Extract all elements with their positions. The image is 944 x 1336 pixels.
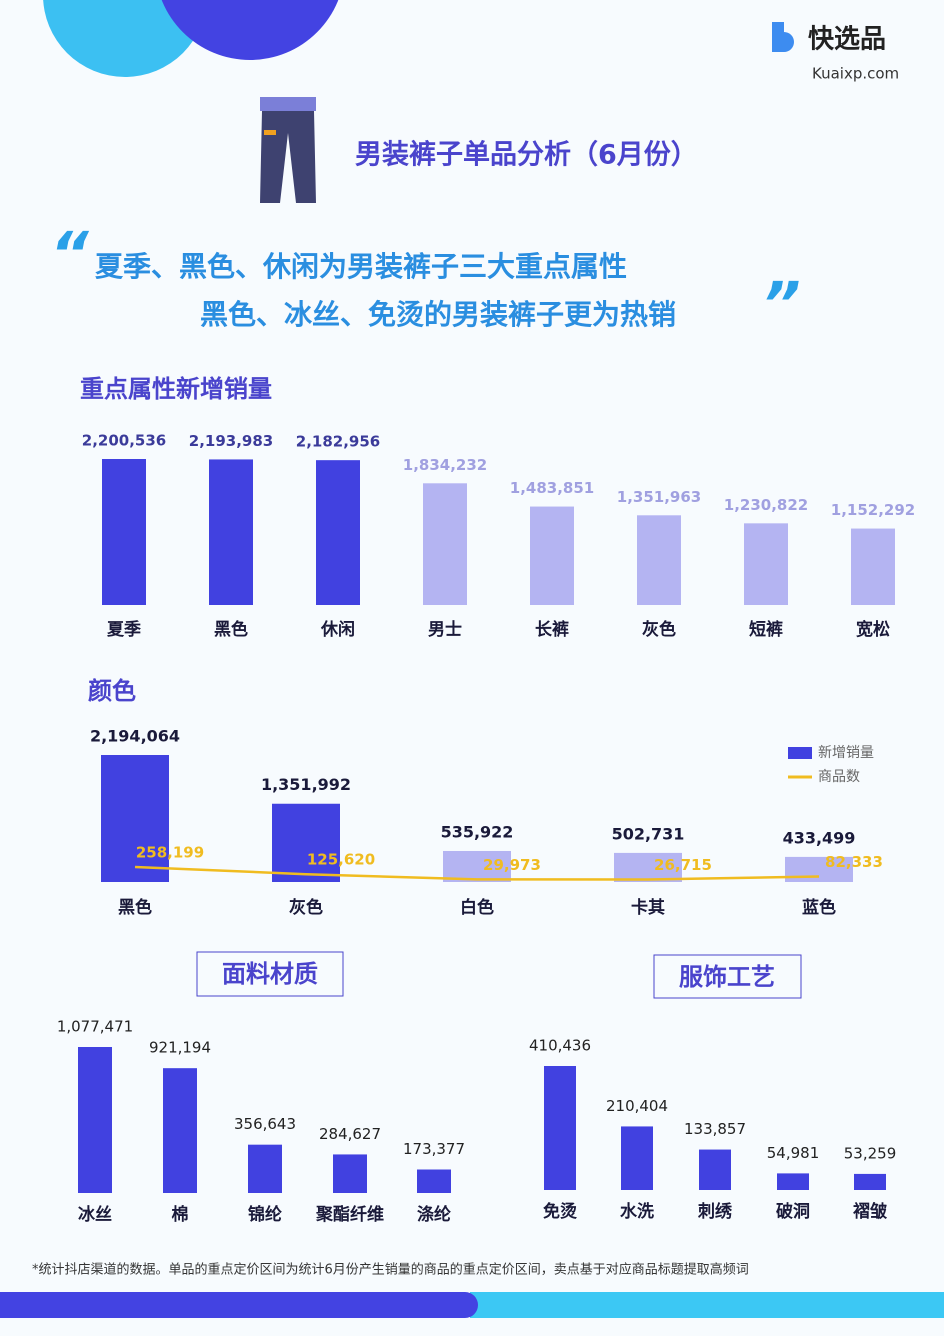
line [134, 865, 820, 881]
category-label: 涤纶 [417, 1204, 451, 1225]
category-label: 褶皱 [853, 1201, 888, 1222]
category-label: 棉 [172, 1204, 189, 1225]
bar [78, 1047, 112, 1193]
category-label: 灰色 [289, 897, 323, 918]
category-label: 短裤 [749, 619, 783, 640]
value-label: 535,922 [441, 822, 514, 841]
footnote: *统计抖店渠道的数据。单品的重点定价区间为统计6月份产生销量的商品的重点定价区间… [32, 1262, 749, 1278]
category-label: 夏季 [107, 619, 141, 640]
value-label: 133,857 [684, 1120, 746, 1138]
value-label: 2,194,064 [90, 727, 180, 746]
category-label: 水洗 [620, 1201, 654, 1222]
legend-swatch [788, 747, 812, 759]
value-label: 921,194 [149, 1039, 211, 1057]
line-value-label: 29,973 [483, 856, 541, 874]
footer-bar [470, 1292, 944, 1318]
site: Kuaixp.com [812, 65, 899, 83]
title-box [653, 954, 802, 999]
quote-line: 黑色、冰丝、免烫的男装裤子更为热销 [200, 298, 676, 331]
category-label: 冰丝 [78, 1204, 112, 1225]
bar [163, 1068, 197, 1193]
value-label: 1,351,963 [617, 488, 701, 506]
bar [417, 1169, 451, 1193]
chart-title: 颜色 [88, 677, 136, 705]
brand: 快选品 [808, 25, 886, 55]
bar [699, 1149, 731, 1190]
legend-label: 新增销量 [818, 745, 874, 761]
category-label: 白色 [460, 897, 494, 918]
bar [443, 850, 511, 882]
chart-title: 服饰工艺 [679, 963, 775, 991]
value-label: 54,981 [767, 1144, 820, 1162]
value-label: 284,627 [319, 1125, 381, 1143]
category-label: 刺绣 [698, 1201, 733, 1222]
category-label: 锦纶 [248, 1204, 282, 1225]
category-label: 宽松 [856, 619, 890, 640]
bar [854, 1173, 886, 1190]
bar [744, 523, 788, 605]
bar [316, 460, 360, 605]
category-label: 免烫 [543, 1201, 578, 1222]
footer-bar [0, 1292, 478, 1318]
value-label: 1,351,992 [261, 775, 351, 794]
category-label: 黑色 [214, 619, 248, 640]
value-label: 502,731 [612, 824, 685, 843]
category-label: 休闲 [320, 619, 355, 640]
value-label: 1,230,822 [724, 496, 808, 514]
category-label: 男士 [428, 619, 462, 640]
bar [101, 755, 169, 882]
value-label: 173,377 [403, 1140, 465, 1158]
category-label: 聚酯纤维 [315, 1204, 384, 1225]
value-label: 410,436 [529, 1037, 591, 1055]
decor-circle [161, 0, 339, 60]
bar [637, 515, 681, 605]
value-label: 1,834,232 [403, 456, 487, 474]
quote-mark: “ [50, 220, 90, 290]
value-label: 433,499 [783, 828, 856, 847]
page-title: 男装裤子单品分析（6月份） [355, 140, 698, 171]
line-value-label: 125,620 [307, 851, 375, 869]
category-label: 黑色 [118, 897, 152, 918]
category-label: 破洞 [776, 1201, 810, 1222]
bar [851, 528, 895, 605]
category-label: 蓝色 [802, 897, 836, 918]
bar [544, 1066, 576, 1190]
bar [614, 852, 682, 882]
bar [272, 803, 340, 882]
line-value-label: 82,333 [825, 853, 883, 871]
value-label: 356,643 [234, 1115, 296, 1133]
value-label: 210,404 [606, 1097, 668, 1115]
category-label: 卡其 [631, 897, 665, 918]
value-label: 2,193,983 [189, 432, 273, 450]
title-box [196, 951, 344, 997]
value-label: 1,152,292 [831, 501, 915, 519]
value-label: 2,182,956 [296, 433, 380, 451]
bar [248, 1144, 282, 1193]
bar [530, 506, 574, 605]
logo-icon [772, 22, 794, 52]
bar [209, 459, 253, 605]
quote-mark: ” [762, 270, 801, 340]
quote-line: 夏季、黑色、休闲为男装裤子三大重点属性 [95, 250, 627, 283]
bar [777, 1173, 809, 1190]
line-value-label: 26,715 [654, 856, 712, 874]
category-label: 长裤 [535, 619, 569, 640]
value-label: 1,483,851 [510, 479, 594, 497]
bar [423, 483, 467, 605]
chart-title: 重点属性新增销量 [80, 375, 272, 403]
value-label: 1,077,471 [57, 1018, 133, 1036]
bar [621, 1126, 653, 1190]
category-label: 灰色 [642, 619, 676, 640]
value-label: 53,259 [844, 1144, 897, 1162]
chart-title: 面料材质 [222, 960, 318, 988]
bar [333, 1154, 367, 1193]
bar [102, 459, 146, 605]
value-label: 2,200,536 [82, 432, 166, 450]
line-value-label: 258,199 [136, 844, 204, 862]
pants-icon [260, 97, 316, 203]
decor-circle [43, 0, 207, 77]
legend-label: 商品数 [818, 769, 860, 785]
